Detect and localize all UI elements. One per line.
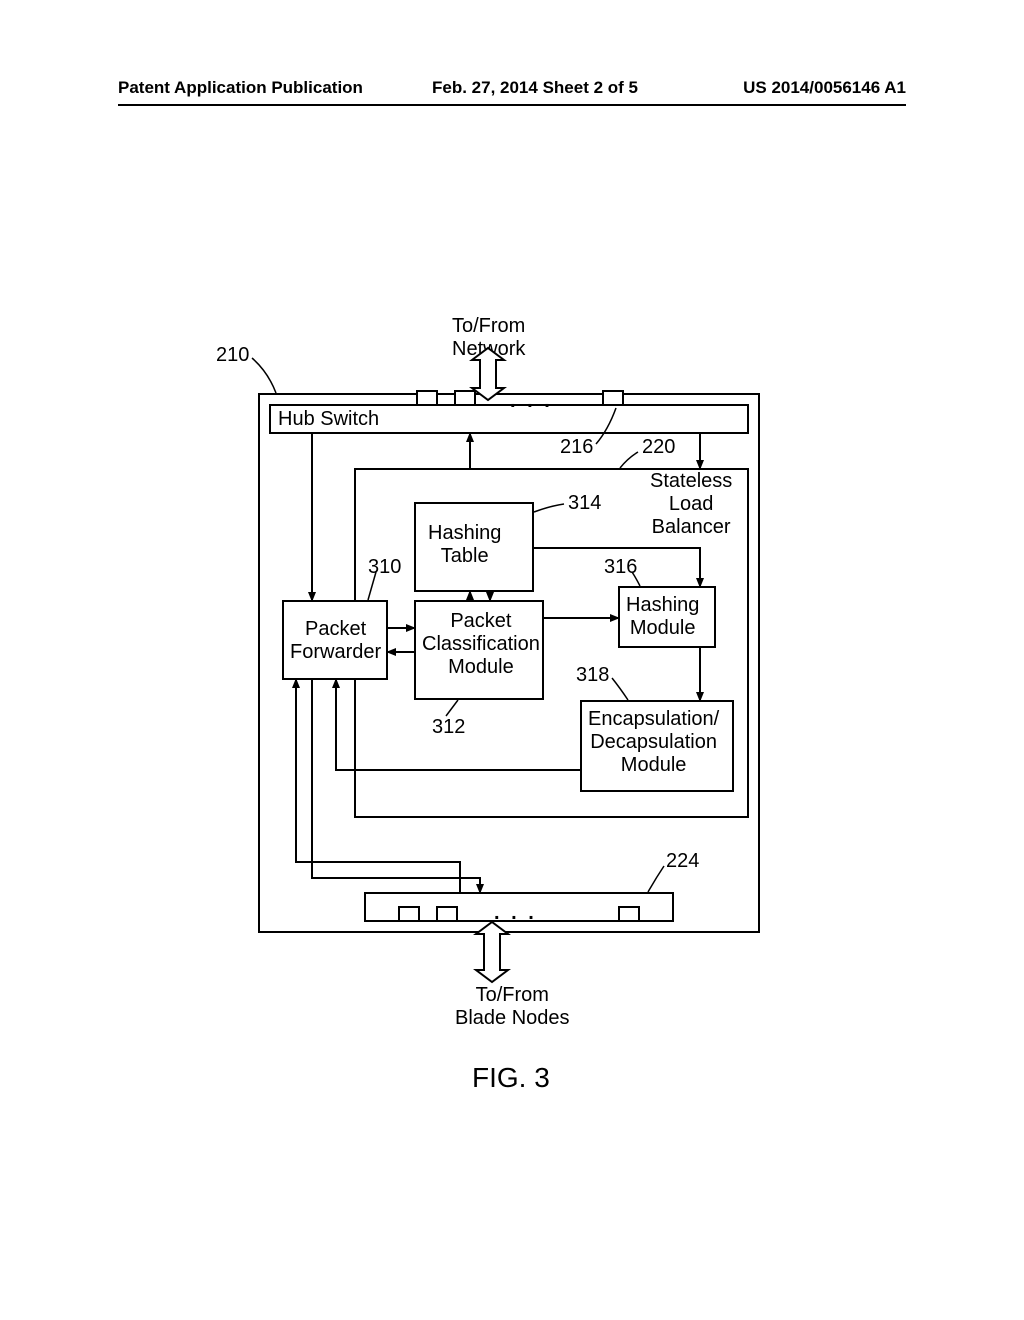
arrows-overlay — [0, 0, 1024, 1320]
diagram-fig3: To/From Network Hub Switch . . . Statele… — [0, 0, 1024, 1320]
